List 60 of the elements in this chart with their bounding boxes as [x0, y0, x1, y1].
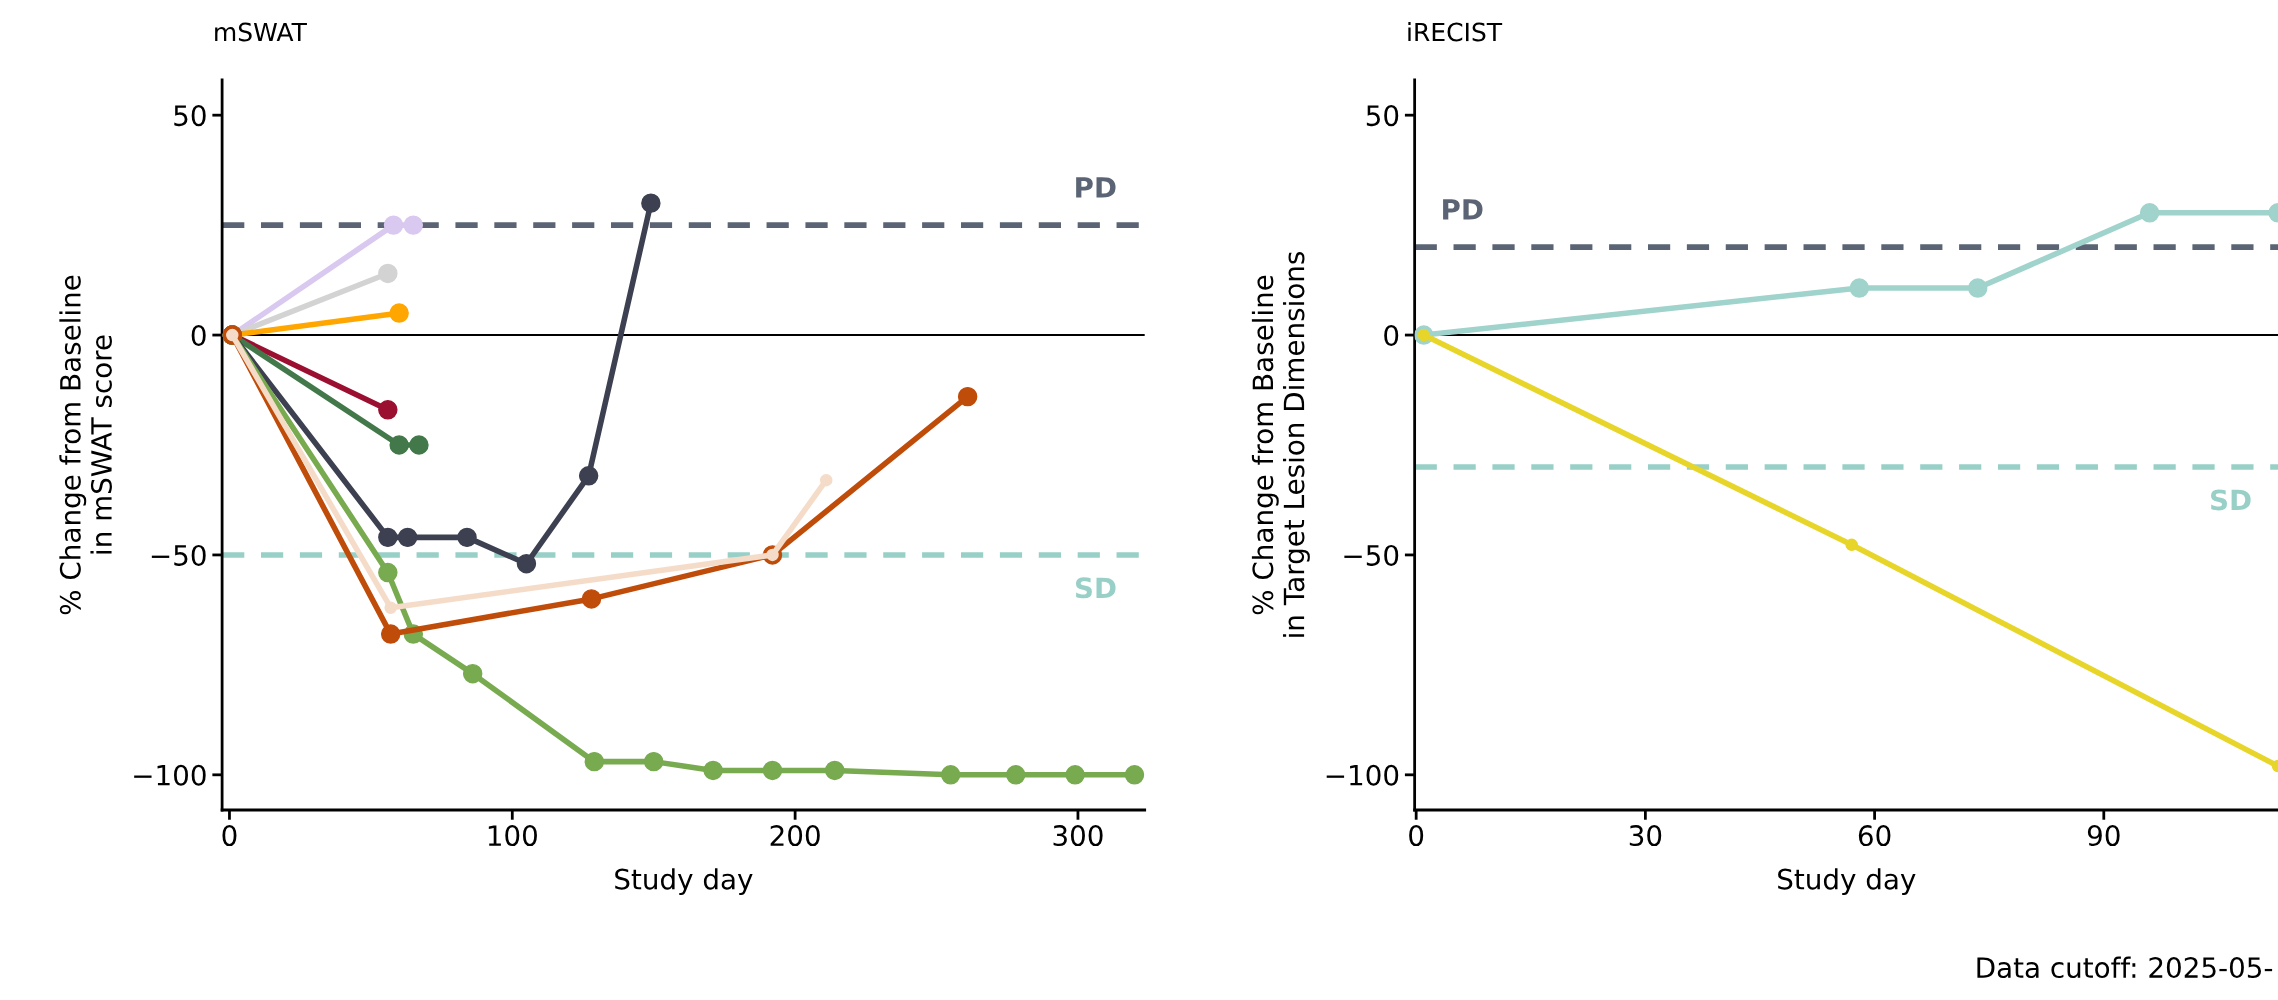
x-axis-title: Study day [1778, 868, 1916, 896]
point [703, 760, 723, 781]
y-tick-label: −100 [1326, 764, 1399, 786]
point [1124, 765, 1145, 785]
x-tick-label: 0 [222, 825, 237, 847]
x-tick-label: 30 [1629, 825, 1662, 847]
point [457, 527, 477, 548]
ref-line-label: SD [1075, 577, 1116, 599]
chart-title: iRECIST [1408, 22, 1503, 42]
x-tick-label: 0 [1409, 825, 1424, 847]
x-tick-label: 300 [1053, 825, 1103, 847]
x-tick-label: 100 [488, 825, 537, 847]
ref-line-label: SD [2211, 489, 2251, 511]
point [641, 193, 661, 213]
point [940, 765, 961, 785]
point [403, 215, 424, 235]
point [389, 435, 409, 455]
point [2139, 203, 2160, 223]
y-tick-label: −100 [134, 764, 206, 786]
point [957, 386, 978, 407]
y-tick-label: −50 [1344, 544, 1399, 566]
point [762, 760, 783, 781]
x-tick-label: 200 [770, 825, 820, 847]
point [643, 751, 664, 772]
point [824, 760, 845, 781]
point [1849, 278, 1870, 298]
point [389, 303, 409, 323]
point [462, 663, 483, 684]
y-tick-label: 0 [1384, 325, 1399, 347]
point [378, 263, 398, 284]
x-tick-label: 90 [2087, 825, 2120, 847]
ref-line-label: PD [1443, 199, 1483, 220]
point [578, 466, 599, 486]
point [819, 473, 833, 487]
y-tick-label: 0 [191, 325, 206, 347]
point [378, 527, 398, 548]
point [397, 527, 418, 548]
y-axis-title: % Change from Baseline in mSWAT score [59, 275, 112, 615]
ref-line-label: PD [1076, 177, 1116, 198]
point [378, 562, 398, 583]
point [409, 435, 429, 455]
point [384, 601, 397, 614]
y-tick-label: 50 [174, 105, 206, 127]
text: Data cutoff: 2025-05- [1977, 956, 2273, 979]
y-tick-label: −50 [151, 544, 206, 566]
point [1968, 278, 1988, 298]
point [1845, 538, 1858, 552]
point [1065, 765, 1085, 785]
point [581, 589, 602, 609]
point [378, 400, 398, 420]
y-axis-title: % Change from Baseline in Target Lesion Dimensions [1251, 251, 1310, 637]
chart-title: mSWAT [215, 22, 307, 42]
x-tick-label: 60 [1858, 825, 1891, 847]
x-axis-title: Study day [615, 868, 753, 896]
point [1006, 765, 1026, 785]
point [380, 624, 401, 644]
point [383, 215, 404, 235]
y-tick-label: 50 [1366, 105, 1399, 127]
point [516, 554, 537, 574]
point [584, 751, 605, 772]
